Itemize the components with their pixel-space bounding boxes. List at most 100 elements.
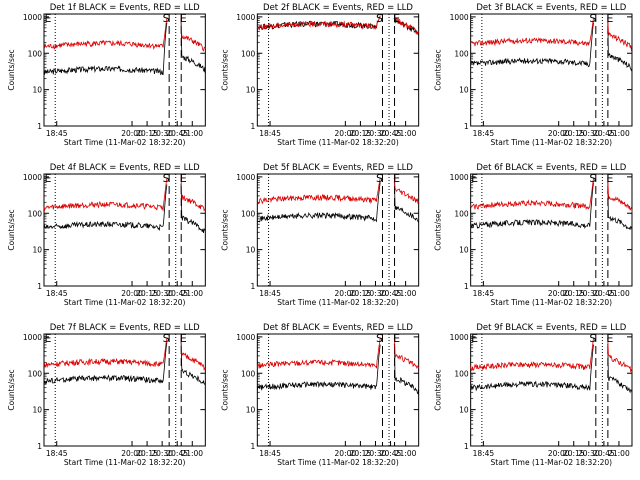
x-axis-label: Start Time (11-Mar-02 18:32:20) bbox=[64, 298, 186, 307]
chart-panel-6: Det 6f BLACK = Events, RED = LLD 1 10 100 10… bbox=[434, 163, 633, 307]
series-events-line bbox=[43, 183, 206, 233]
y-tick-label: 1 bbox=[37, 442, 42, 451]
x-tick-label: 20:00 bbox=[548, 289, 570, 298]
x-axis-label: Start Time (11-Mar-02 18:32:20) bbox=[491, 298, 613, 307]
y-axis-label: Counts/sec bbox=[434, 369, 443, 410]
y-axis-label: Counts/sec bbox=[220, 369, 229, 410]
x-tick-label: 20:45 bbox=[166, 289, 188, 298]
x-tick-label: 20:45 bbox=[593, 449, 615, 458]
y-axis-label: Counts/sec bbox=[7, 369, 16, 410]
chart-title: Det 5f BLACK = Events, RED = LLD bbox=[263, 163, 413, 173]
x-tick-label: 21:00 bbox=[608, 449, 630, 458]
x-tick-label: 20:00 bbox=[121, 129, 143, 138]
x-tick-label: 18:45 bbox=[473, 289, 495, 298]
y-tick-label: 10 bbox=[459, 406, 469, 415]
marker-s: S bbox=[589, 12, 596, 25]
y-tick-label: 1000 bbox=[236, 13, 255, 22]
x-tick-label: 18:45 bbox=[46, 449, 68, 458]
x-tick-label: 20:30 bbox=[365, 449, 387, 458]
y-tick-label: 1 bbox=[251, 282, 256, 291]
plot-frame bbox=[470, 333, 633, 447]
chart-title: Det 2f BLACK = Events, RED = LLD bbox=[263, 3, 413, 13]
y-tick-label: 100 bbox=[28, 49, 43, 58]
series-events-line bbox=[43, 21, 206, 76]
x-axis-label: Start Time (11-Mar-02 18:32:20) bbox=[277, 138, 399, 147]
x-axis-label: Start Time (11-Mar-02 18:32:20) bbox=[277, 458, 399, 467]
x-tick-label: 20:15 bbox=[136, 129, 158, 138]
x-tick-label: 20:30 bbox=[578, 449, 600, 458]
y-tick-label: 1000 bbox=[23, 173, 42, 182]
x-tick-label: 20:15 bbox=[350, 289, 372, 298]
marker-s: S bbox=[163, 172, 170, 185]
chart-panel-4: Det 4f BLACK = Events, RED = LLD 1 10 100 10… bbox=[7, 163, 206, 307]
marker-e: E bbox=[393, 172, 400, 185]
plot-frame bbox=[256, 13, 420, 127]
y-tick-label: 100 bbox=[454, 369, 469, 378]
x-tick-label: 18:45 bbox=[473, 449, 495, 458]
y-tick-label: 10 bbox=[246, 246, 256, 255]
y-tick-label: 1000 bbox=[236, 333, 255, 342]
y-axis-label: Counts/sec bbox=[7, 49, 16, 90]
x-tick-label: 20:00 bbox=[548, 449, 570, 458]
x-tick-label: 21:00 bbox=[395, 129, 417, 138]
y-tick-label: 1 bbox=[251, 442, 256, 451]
marker-e: E bbox=[606, 12, 613, 25]
x-tick-label: 20:30 bbox=[578, 289, 600, 298]
marker-e: E bbox=[45, 12, 52, 25]
x-tick-label: 20:00 bbox=[335, 449, 357, 458]
y-tick-label: 10 bbox=[32, 246, 42, 255]
series-lld-line bbox=[257, 177, 420, 205]
series-lld-line bbox=[256, 338, 420, 369]
chart-title: Det 7f BLACK = Events, RED = LLD bbox=[50, 323, 200, 333]
x-tick-label: 20:30 bbox=[151, 289, 173, 298]
y-tick-label: 1000 bbox=[236, 173, 255, 182]
series-lld-line bbox=[470, 17, 633, 52]
marker-s: S bbox=[589, 332, 596, 345]
chart-title: Det 1f BLACK = Events, RED = LLD bbox=[50, 3, 200, 13]
series-lld-line bbox=[43, 178, 206, 212]
x-tick-label: 20:45 bbox=[166, 129, 188, 138]
series-lld-line bbox=[43, 18, 206, 52]
chart-panel-7: Det 7f BLACK = Events, RED = LLD 1 10 100 10… bbox=[7, 323, 206, 467]
x-axis-label: Start Time (11-Mar-02 18:32:20) bbox=[491, 138, 613, 147]
y-tick-label: 100 bbox=[241, 49, 256, 58]
y-axis-label: Counts/sec bbox=[220, 209, 229, 250]
y-tick-label: 100 bbox=[28, 369, 43, 378]
marker-e: E bbox=[393, 12, 400, 25]
marker-s: S bbox=[163, 332, 170, 345]
y-tick-label: 10 bbox=[246, 86, 256, 95]
x-tick-label: 21:00 bbox=[608, 289, 630, 298]
marker-s: S bbox=[376, 172, 383, 185]
marker-e: E bbox=[180, 332, 187, 345]
x-axis-label: Start Time (11-Mar-02 18:32:20) bbox=[64, 138, 186, 147]
x-tick-label: 20:45 bbox=[593, 129, 615, 138]
marker-e: E bbox=[180, 172, 187, 185]
y-axis-label: Counts/sec bbox=[220, 49, 229, 90]
series-lld-line bbox=[470, 338, 633, 373]
x-tick-label: 21:00 bbox=[181, 449, 203, 458]
x-tick-label: 20:30 bbox=[151, 129, 173, 138]
y-tick-label: 100 bbox=[454, 209, 469, 218]
marker-s: S bbox=[376, 332, 383, 345]
x-tick-label: 21:00 bbox=[181, 129, 203, 138]
x-tick-label: 20:30 bbox=[578, 129, 600, 138]
x-tick-label: 20:00 bbox=[548, 129, 570, 138]
series-events-line bbox=[470, 343, 633, 394]
series-events-line bbox=[256, 343, 420, 395]
x-tick-label: 20:30 bbox=[365, 289, 387, 298]
chart-panel-2: Det 2f BLACK = Events, RED = LLD 1 10 100 10… bbox=[220, 3, 420, 147]
series-events-line bbox=[257, 181, 420, 223]
x-tick-label: 20:00 bbox=[121, 449, 143, 458]
y-tick-label: 1000 bbox=[23, 333, 42, 342]
x-tick-label: 18:45 bbox=[46, 289, 68, 298]
x-tick-label: 20:15 bbox=[350, 449, 372, 458]
x-tick-label: 20:30 bbox=[151, 449, 173, 458]
plot-frame bbox=[256, 173, 420, 287]
x-tick-label: 20:15 bbox=[563, 289, 585, 298]
x-tick-label: 20:15 bbox=[563, 129, 585, 138]
marker-e: E bbox=[180, 12, 187, 25]
marker-s: S bbox=[376, 12, 383, 25]
y-tick-label: 1 bbox=[464, 442, 469, 451]
y-tick-label: 100 bbox=[241, 209, 256, 218]
